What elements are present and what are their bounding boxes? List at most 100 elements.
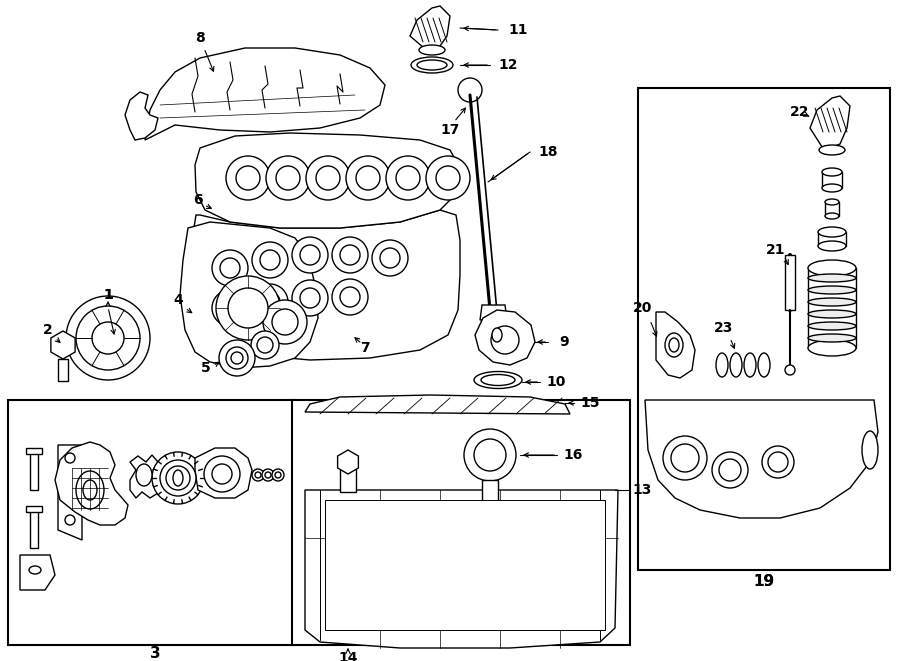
- Polygon shape: [26, 448, 42, 454]
- Ellipse shape: [730, 353, 742, 377]
- Text: 1: 1: [104, 288, 112, 302]
- Text: 18: 18: [538, 145, 557, 159]
- Polygon shape: [810, 96, 850, 150]
- Circle shape: [212, 464, 232, 484]
- Circle shape: [292, 280, 328, 316]
- Polygon shape: [195, 133, 460, 228]
- Bar: [785, 255, 795, 310]
- Circle shape: [663, 436, 707, 480]
- Circle shape: [712, 452, 748, 488]
- Circle shape: [340, 287, 360, 307]
- Circle shape: [266, 156, 310, 200]
- Ellipse shape: [481, 375, 515, 385]
- Circle shape: [396, 166, 420, 190]
- Circle shape: [275, 472, 281, 478]
- Circle shape: [263, 300, 307, 344]
- Circle shape: [252, 242, 288, 278]
- Polygon shape: [645, 400, 878, 518]
- Text: 21: 21: [766, 243, 786, 257]
- Ellipse shape: [818, 227, 846, 237]
- Bar: [808, 268, 856, 348]
- Text: 11: 11: [508, 23, 527, 37]
- Polygon shape: [656, 312, 695, 378]
- Ellipse shape: [419, 45, 445, 55]
- Text: 3: 3: [149, 646, 160, 660]
- Bar: [325, 500, 605, 630]
- Polygon shape: [130, 455, 160, 498]
- Circle shape: [76, 306, 140, 370]
- Circle shape: [255, 472, 261, 478]
- Ellipse shape: [822, 184, 842, 192]
- Circle shape: [340, 245, 360, 265]
- Text: 5: 5: [201, 361, 211, 375]
- Ellipse shape: [492, 328, 502, 342]
- Circle shape: [226, 156, 270, 200]
- Bar: [58, 359, 68, 381]
- Circle shape: [346, 156, 390, 200]
- Ellipse shape: [862, 431, 878, 469]
- Circle shape: [252, 469, 264, 481]
- Circle shape: [92, 322, 124, 354]
- Text: 17: 17: [440, 123, 460, 137]
- Text: 12: 12: [498, 58, 518, 72]
- Polygon shape: [410, 6, 450, 48]
- Ellipse shape: [76, 471, 104, 509]
- Text: 6: 6: [194, 193, 202, 207]
- Circle shape: [265, 472, 271, 478]
- Circle shape: [212, 250, 248, 286]
- Ellipse shape: [808, 286, 856, 294]
- Polygon shape: [180, 222, 318, 368]
- Ellipse shape: [808, 322, 856, 330]
- Circle shape: [260, 250, 280, 270]
- Polygon shape: [305, 490, 618, 648]
- Circle shape: [272, 469, 284, 481]
- Polygon shape: [58, 445, 82, 540]
- Bar: [340, 462, 356, 492]
- Polygon shape: [30, 510, 38, 548]
- Circle shape: [228, 288, 268, 328]
- Circle shape: [152, 452, 204, 504]
- Circle shape: [671, 444, 699, 472]
- Bar: [818, 232, 846, 246]
- Ellipse shape: [808, 274, 856, 282]
- Circle shape: [719, 459, 741, 481]
- Polygon shape: [20, 555, 55, 590]
- Circle shape: [212, 290, 248, 326]
- Ellipse shape: [808, 310, 856, 318]
- Ellipse shape: [822, 168, 842, 176]
- Circle shape: [356, 166, 380, 190]
- Text: 19: 19: [753, 574, 775, 590]
- Circle shape: [262, 469, 274, 481]
- Circle shape: [436, 166, 460, 190]
- Circle shape: [332, 237, 368, 273]
- Bar: [482, 480, 498, 515]
- Ellipse shape: [474, 371, 522, 389]
- Ellipse shape: [808, 340, 856, 356]
- Ellipse shape: [808, 334, 856, 342]
- Text: 15: 15: [580, 396, 599, 410]
- Text: 4: 4: [173, 293, 183, 307]
- Ellipse shape: [758, 353, 770, 377]
- Ellipse shape: [29, 566, 41, 574]
- Circle shape: [226, 347, 248, 369]
- Polygon shape: [51, 331, 75, 359]
- Circle shape: [252, 284, 288, 320]
- Ellipse shape: [482, 509, 498, 517]
- Circle shape: [166, 466, 190, 490]
- Circle shape: [160, 460, 196, 496]
- Bar: [8, 400, 295, 645]
- Ellipse shape: [83, 480, 97, 500]
- Circle shape: [220, 258, 240, 278]
- Ellipse shape: [808, 260, 856, 276]
- Text: 19: 19: [753, 574, 775, 590]
- Circle shape: [372, 240, 408, 276]
- Ellipse shape: [136, 464, 152, 486]
- Bar: [822, 172, 842, 188]
- Circle shape: [300, 245, 320, 265]
- Text: 2: 2: [43, 323, 53, 337]
- Circle shape: [66, 296, 150, 380]
- Circle shape: [220, 298, 240, 318]
- Circle shape: [272, 309, 298, 335]
- Circle shape: [491, 326, 519, 354]
- Polygon shape: [195, 448, 252, 498]
